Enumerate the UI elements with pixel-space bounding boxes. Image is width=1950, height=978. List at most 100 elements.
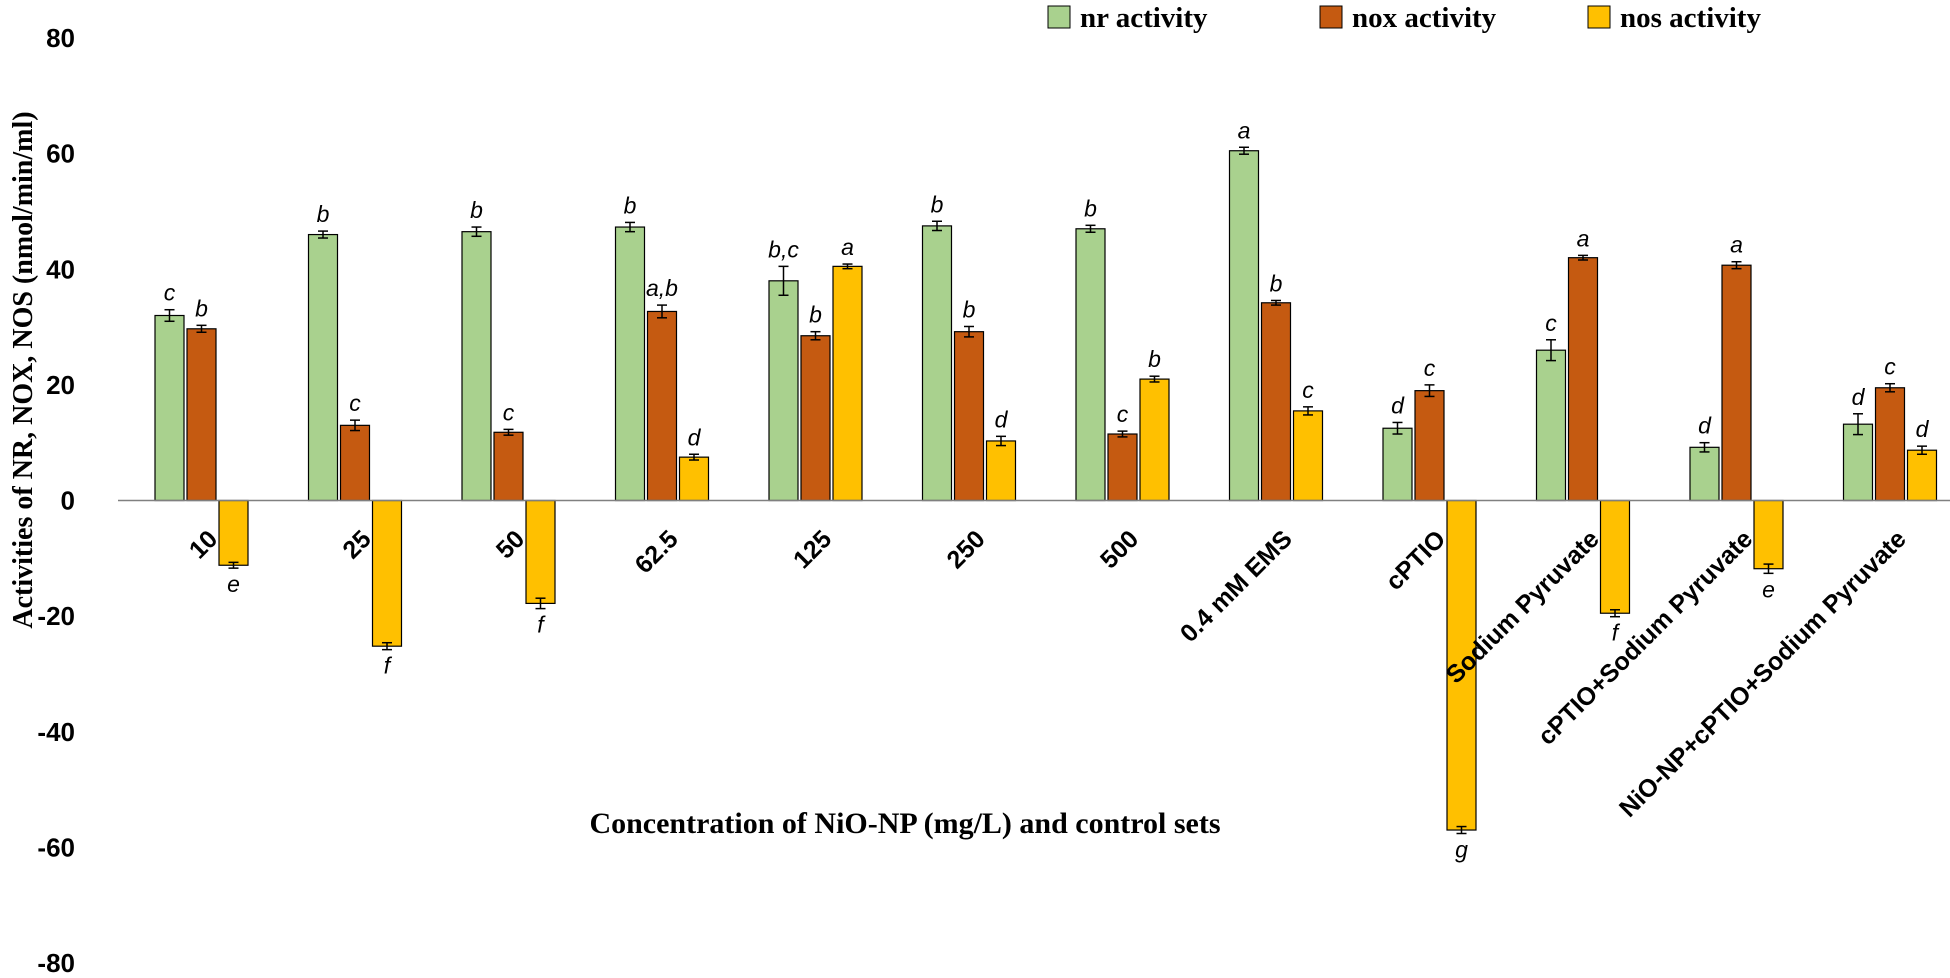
bar-nr-activity [614,226,646,502]
significance-label: b [931,191,944,217]
error-bar [778,265,789,297]
significance-label: c [1545,310,1557,336]
significance-label: b [195,295,208,321]
error-bar [689,453,699,461]
category-label: 10 [184,525,223,564]
error-bar [535,597,546,610]
bar-nox-activity [493,431,524,502]
bar-nox-activity [800,335,831,502]
y-tick-label: -60 [37,832,75,862]
bar-nos-activity [832,265,863,502]
y-tick-label: -80 [37,948,75,978]
significance-label: b [809,302,822,328]
bar-nox-activity [953,331,985,502]
significance-label: d [688,424,702,450]
significance-label: e [1762,576,1775,602]
legend: nr activity nox activity nos activity [1047,2,1761,34]
y-tick-label: 20 [46,370,75,400]
bar-nr-activity [1689,446,1720,502]
category-label: 25 [337,525,377,565]
error-bar [1303,406,1313,416]
error-bar [1610,609,1620,618]
bar-nr-activity [461,231,492,502]
y-tick-label: -20 [37,601,75,631]
error-bar [1578,254,1588,261]
bar-nox-activity [1874,387,1906,502]
category-label: 0.4 mM EMS [1175,525,1298,648]
legend-label: nox activity [1352,2,1497,34]
bar-nos-activity [1906,449,1938,502]
significance-label: a [1577,225,1590,251]
y-axis-ticks: 80 60 40 20 0 -20 -40 -60 -80 [37,23,75,978]
error-bar [996,435,1006,447]
bar-nr-activity [1535,349,1567,502]
error-bar [1271,299,1281,306]
bar-nox-activity [1721,264,1752,502]
significance-label: c [503,399,515,425]
legend-item-nos-activity: nos activity [1587,2,1761,34]
error-bar [1699,441,1710,453]
bar-nr-activity [1842,423,1874,502]
bar-nox-activity [1567,257,1599,502]
significance-label: d [1698,413,1712,439]
bar-nos-activity [525,499,556,605]
bar-nr-activity [921,225,953,502]
bar-nos-activity [678,456,710,502]
bar-nox-activity [1260,302,1292,502]
error-bar [964,325,974,338]
error-bar [810,330,821,341]
error-bar [228,561,239,569]
bar-nr-activity [307,233,339,502]
error-bar [1392,421,1403,435]
significance-label: b,c [768,236,799,262]
significance-label: g [1455,837,1468,863]
error-bar [503,428,514,436]
bar-nos-activity [1446,499,1477,831]
bar-nox-activity [339,424,371,502]
bar-nos-activity [1753,499,1784,570]
legend-label: nos activity [1620,2,1761,34]
significance-label: d [995,406,1009,432]
error-bar [1424,384,1435,398]
legend-label: nr activity [1080,2,1208,34]
category-label: NiO-NP+cPTIO+Sodium Pyruvate [1614,525,1912,823]
significance-label: e [227,571,240,597]
significance-label: c [1424,355,1436,381]
category-label: 250 [941,525,990,574]
x-axis-label: Concentration of NiO-NP (mg/L) and contr… [589,807,1220,840]
y-tick-label: 80 [46,23,75,53]
bar-nr-activity [1075,228,1106,502]
significance-label: f [537,612,546,638]
category-label: 50 [491,525,530,564]
bar-nos-activity [218,499,249,566]
error-bar [1853,413,1863,436]
error-bar [471,226,482,238]
y-tick-label: 60 [46,139,75,169]
category-labels: 10 25 50 62.5 125 250 500 0.4 mM EMS cPTIOSodium… [184,525,1912,823]
error-bar [842,263,853,270]
bar-nox-activity [1414,390,1445,502]
error-bar [382,641,392,651]
bar-nr-activity [1228,150,1260,502]
error-bar [1456,825,1467,835]
error-bar [1117,430,1128,438]
error-bar [1763,563,1774,575]
significance-label: f [384,653,393,679]
significance-label: c [1302,377,1314,403]
error-bar [1885,382,1895,393]
error-bar [1085,224,1096,233]
significance-label: c [349,390,361,416]
bar-nos-activity [1292,410,1324,502]
significance-label: a [1238,117,1251,143]
significance-label: b [317,201,330,227]
y-tick-label: -40 [37,717,75,747]
legend-item-nox-activity: nox activity [1319,2,1497,34]
significance-label: b [1148,346,1161,372]
category-label: 62.5 [630,525,684,579]
significance-label: c [1117,401,1129,427]
significance-label: f [1612,620,1621,646]
bar-nos-activity [371,499,403,647]
legend-swatch [1587,5,1611,29]
error-bar [657,304,667,319]
bar-nox-activity [186,328,217,502]
